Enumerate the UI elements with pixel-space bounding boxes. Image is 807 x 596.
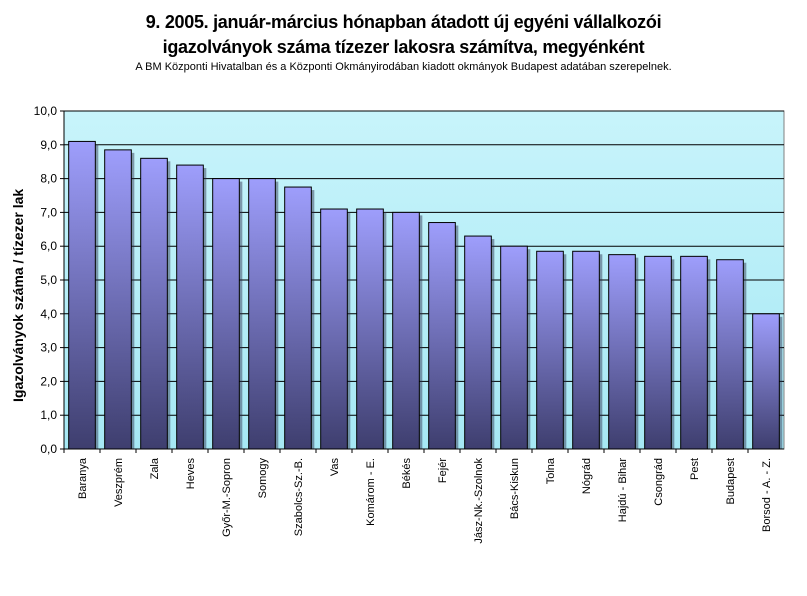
bar	[392, 211, 420, 450]
chart-title-line1: 9. 2005. január-március hónapban átadott…	[145, 12, 662, 32]
chart-title-line2: igazolványok száma tízezer lakosra számí…	[162, 37, 645, 57]
x-tick-label: Csongrád	[653, 458, 665, 506]
y-tick-label: 6,0	[40, 239, 57, 253]
x-tick-label: Hajdú - Bihar	[617, 458, 629, 523]
x-tick-label: Budapest	[725, 458, 737, 504]
bar	[752, 313, 780, 450]
bar	[608, 254, 636, 450]
bar	[680, 255, 708, 450]
bar	[140, 157, 168, 450]
bar	[68, 140, 96, 450]
x-tick-label: Veszprém	[113, 458, 125, 507]
y-tick-label: 9,0	[40, 138, 57, 152]
x-tick-label: Heves	[185, 458, 197, 490]
y-tick-label: 4,0	[40, 307, 57, 321]
x-tick-label: Komárom - E.	[365, 458, 377, 526]
y-tick-label: 0,0	[40, 442, 57, 456]
y-tick-labels: 0,0 1,0 2,0 3,0 4,0 5,0 6,0 7,0 8,0 9,0 10,0	[34, 104, 58, 456]
x-tick-label: Jász-Nk.-Szolnok	[473, 458, 485, 544]
x-tick-label: Pest	[689, 458, 701, 480]
x-tick-label: Győr-M.-Sopron	[221, 458, 233, 537]
bar	[284, 186, 312, 450]
bars	[68, 140, 783, 450]
x-tick-labels: Baranya Veszprém Zala Heves Győr-M.-Sopron So…	[63, 449, 773, 544]
bar	[644, 255, 672, 450]
bar	[464, 235, 492, 450]
bar	[212, 178, 240, 450]
x-tick-label: Zala	[149, 457, 161, 479]
x-tick-label: Fejér	[437, 458, 449, 483]
bar	[536, 250, 564, 450]
y-tick-label: 3,0	[40, 341, 57, 355]
x-tick-label: Borsod - A. - Z.	[761, 458, 773, 532]
y-tick-label: 2,0	[40, 374, 57, 388]
x-tick-label: Vas	[329, 458, 341, 477]
bar	[320, 208, 348, 450]
bar	[716, 259, 744, 450]
x-tick-label: Tolna	[545, 457, 557, 484]
x-tick-label: Békés	[401, 458, 413, 489]
bar	[176, 164, 204, 450]
y-tick-label: 1,0	[40, 408, 57, 422]
x-tick-label: Somogy	[257, 458, 269, 499]
bar	[428, 222, 456, 450]
chart-subtitle: A BM Központi Hivatalban és a Központi O…	[135, 61, 672, 73]
x-tick-label: Szabolcs-Sz.-B.	[293, 458, 305, 536]
x-tick-label: Nógrád	[581, 458, 593, 494]
y-tick-label: 10,0	[34, 104, 58, 118]
bar	[356, 208, 384, 450]
x-tick-label: Bács-Kiskun	[509, 458, 521, 519]
y-tick-label: 5,0	[40, 273, 57, 287]
bar	[248, 178, 276, 450]
y-tick-label: 8,0	[40, 172, 57, 186]
bar	[572, 250, 600, 450]
bar	[500, 245, 528, 450]
bar	[104, 149, 132, 450]
y-tick-label: 7,0	[40, 205, 57, 219]
x-tick-label: Baranya	[77, 457, 89, 499]
